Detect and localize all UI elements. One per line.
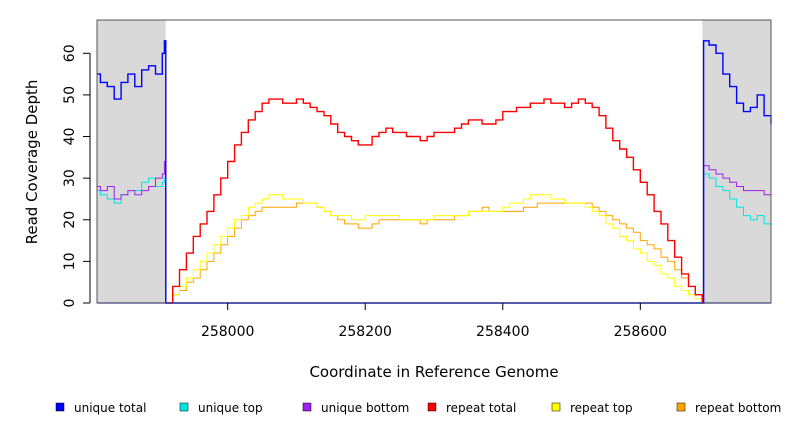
y-tick-label: 50	[62, 86, 78, 104]
series-line-repeat-total	[165, 98, 703, 304]
legend-swatch	[302, 402, 312, 412]
legend-swatch	[179, 402, 189, 412]
x-axis: 258000 258200 258400 258600	[201, 303, 667, 340]
legend-label: unique total	[74, 401, 146, 415]
x-axis-label: Coordinate in Reference Genome	[309, 363, 558, 381]
x-tick-label: 258400	[476, 324, 529, 340]
shaded-regions	[97, 20, 771, 303]
legend-label: unique top	[198, 401, 263, 415]
y-tick-label: 0	[62, 299, 78, 308]
legend-item-unique-bottom: unique bottom	[302, 401, 409, 415]
legend-item-repeat-bottom: repeat bottom	[676, 401, 781, 415]
legend-item-repeat-total: repeat total	[427, 401, 516, 415]
y-tick-label: 20	[62, 211, 78, 229]
legend-label: repeat total	[446, 401, 516, 415]
shaded-region-left-flank	[97, 20, 166, 303]
y-axis-label: Read Coverage Depth	[23, 80, 41, 245]
legend-swatch	[676, 402, 686, 412]
x-tick-label: 258600	[614, 324, 667, 340]
legend-item-repeat-top: repeat top	[551, 401, 633, 415]
legend: unique total unique top unique bottom repea…	[55, 401, 781, 415]
shaded-region-right-flank	[702, 20, 771, 303]
legend-swatch	[427, 402, 437, 412]
legend-swatch	[55, 402, 65, 412]
y-axis: 0 10 20 30 40 50 60	[62, 44, 91, 308]
legend-item-unique-top: unique top	[179, 401, 263, 415]
legend-swatch	[551, 402, 561, 412]
legend-item-unique-total: unique total	[55, 401, 146, 415]
plot-frame	[96, 19, 772, 304]
series-line-unique-total	[97, 40, 772, 304]
x-tick-label: 258000	[201, 324, 254, 340]
legend-label: repeat top	[570, 401, 633, 415]
x-tick-label: 258200	[338, 324, 391, 340]
y-tick-label: 30	[62, 169, 78, 187]
series-lines	[97, 40, 772, 304]
series-line-repeat-top	[165, 194, 703, 304]
y-tick-label: 40	[62, 128, 78, 146]
series-line-unique-top	[97, 173, 772, 304]
legend-label: repeat bottom	[695, 401, 781, 415]
y-tick-label: 10	[62, 252, 78, 270]
legend-label: unique bottom	[321, 401, 409, 415]
y-tick-label: 60	[62, 44, 78, 62]
series-line-unique-bottom	[97, 161, 771, 304]
